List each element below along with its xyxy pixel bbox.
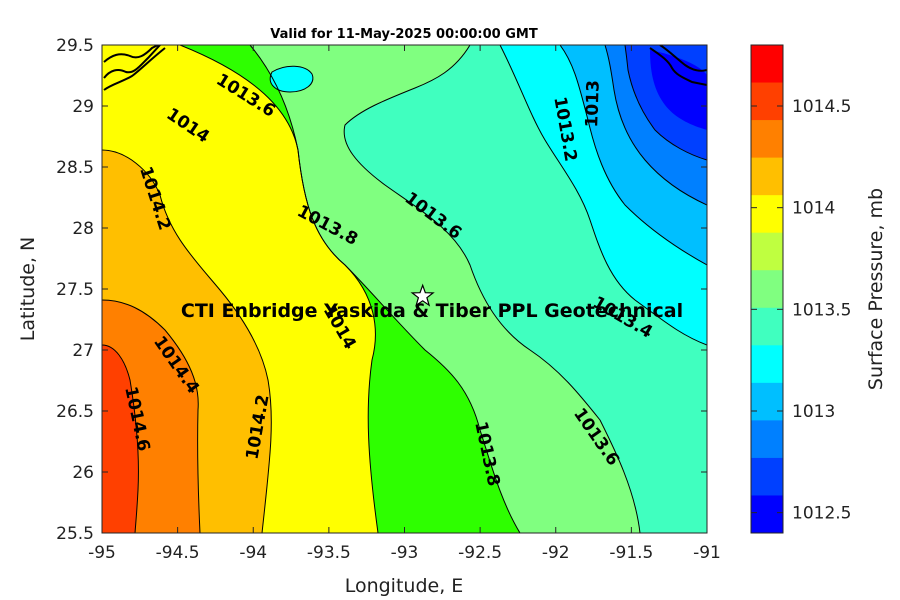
plot-area: 1013.6 1014 1014.2 1013.8 1013.6 1013.2 … xyxy=(102,45,707,533)
x-tick-label: -91.5 xyxy=(609,543,653,563)
colorbar-segment xyxy=(751,195,783,234)
colorbar-ticks: 1014.5 1014 1013.5 1013 1012.5 xyxy=(751,97,851,524)
colorbar-segment xyxy=(751,157,783,196)
colorbar-segment xyxy=(751,457,783,496)
band-1013-6-1013-8 xyxy=(250,45,640,533)
y-tick-label: 28.5 xyxy=(56,158,94,178)
colorbar-tick-label: 1013 xyxy=(792,402,835,422)
y-tick-label: 26.5 xyxy=(56,402,94,422)
colorbar-segment xyxy=(751,45,783,84)
y-tick-label: 28 xyxy=(72,219,94,239)
colorbar-tick-label: 1014 xyxy=(792,199,835,219)
colorbar-tick-label: 1012.5 xyxy=(792,504,851,524)
low-pressure-pocket xyxy=(269,65,314,93)
colorbar-segment xyxy=(751,270,783,309)
star-icon xyxy=(410,283,435,307)
colorbar-tick-label: 1014.5 xyxy=(792,97,851,117)
y-tick-label: 29.5 xyxy=(56,36,94,56)
colorbar-label: Surface Pressure, mb xyxy=(865,188,887,390)
x-tick-label: -91 xyxy=(693,543,721,563)
colorbar-frame xyxy=(750,44,784,534)
x-axis-ticks: -95 -94.5 -94 -93.5 -93 -92.5 -92 -91.5 -91 xyxy=(88,45,721,563)
x-tick-label: -93 xyxy=(391,543,419,563)
colorbar-segment xyxy=(751,120,783,159)
x-tick-label: -94.5 xyxy=(156,543,200,563)
y-tick-label: 25.5 xyxy=(56,524,94,544)
contour-lines xyxy=(102,45,707,533)
x-tick-label: -94 xyxy=(239,543,267,563)
band-1014-6-1014-8 xyxy=(102,345,139,533)
x-tick-label: -95 xyxy=(88,543,116,563)
contour-label: 1013 xyxy=(582,80,604,128)
colorbar-segment xyxy=(751,307,783,346)
site-label: CTI Enbridge Yaskida & Tiber PPL Geotech… xyxy=(181,300,683,322)
x-tick-label: -92.5 xyxy=(458,543,502,563)
coastline xyxy=(103,45,707,91)
y-tick-label: 26 xyxy=(72,463,94,483)
colorbar-segment xyxy=(751,420,783,459)
y-tick-label: 29 xyxy=(72,97,94,117)
y-axis-label: Latitude, N xyxy=(17,237,39,342)
chart-title: Valid for 11-May-2025 00:00:00 GMT xyxy=(270,27,538,42)
x-tick-label: -92 xyxy=(542,543,570,563)
y-tick-label: 27.5 xyxy=(56,280,94,300)
colorbar xyxy=(751,45,783,534)
y-tick-label: 27 xyxy=(72,341,94,361)
colorbar-segment xyxy=(751,495,783,534)
colorbar-segment xyxy=(751,232,783,271)
colorbar-tick-label: 1013.5 xyxy=(792,300,851,320)
y-axis-ticks: 29.5 29 28.5 28 27.5 27 26.5 26 25.5 xyxy=(56,36,707,544)
colorbar-segment xyxy=(751,382,783,421)
x-axis-label: Longitude, E xyxy=(345,575,464,597)
colorbar-segment xyxy=(751,82,783,121)
x-tick-label: -93.5 xyxy=(307,543,351,563)
colorbar-segment xyxy=(751,345,783,384)
